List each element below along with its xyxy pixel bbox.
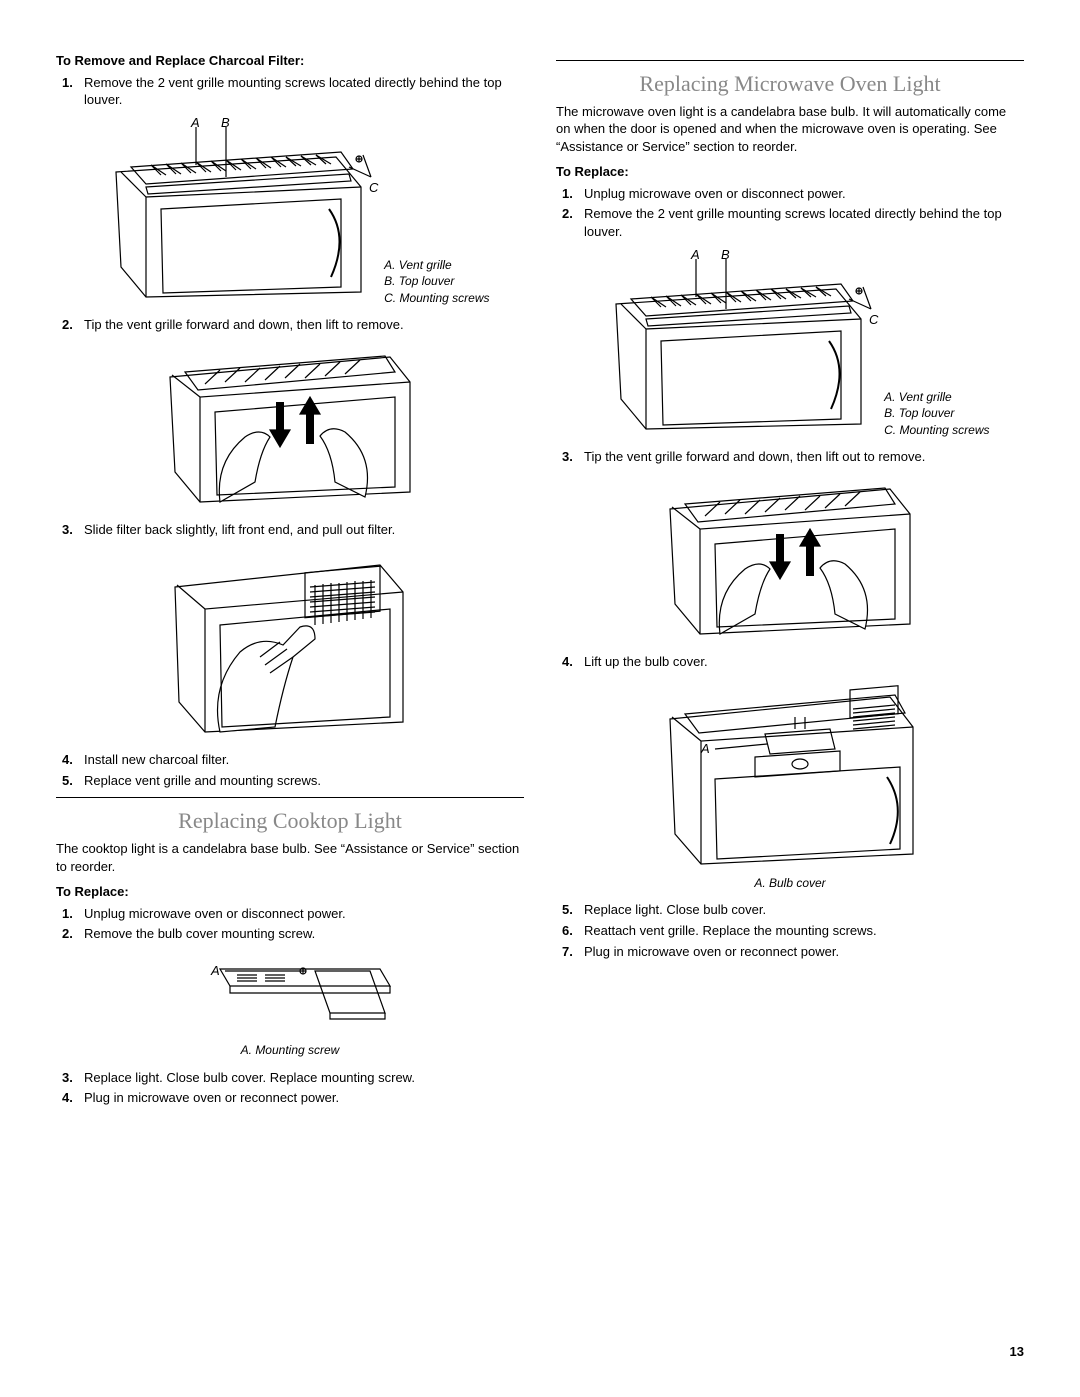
right-column: Replacing Microwave Oven Light The micro…: [556, 52, 1024, 1110]
fig1-labelB: B: [221, 117, 230, 130]
cooktop-step1: Unplug microwave oven or disconnect powe…: [56, 905, 524, 923]
oven-fig3-caption: A. Bulb cover: [556, 875, 1024, 891]
oven-fig1-labelB: B: [721, 249, 730, 262]
oven-title: Replacing Microwave Oven Light: [556, 69, 1024, 99]
filter-figure2: [56, 342, 524, 512]
oven-steps-5-7: Replace light. Close bulb cover. Reattac…: [556, 901, 1024, 960]
oven-step5: Replace light. Close bulb cover.: [556, 901, 1024, 919]
oven-step3: Tip the vent grille forward and down, th…: [556, 448, 1024, 466]
oven-steps-4: Lift up the bulb cover.: [556, 653, 1024, 671]
oven-fig1-capB: B. Top louver: [884, 405, 989, 421]
fig1-caption: A. Vent grille B. Top louver C. Mounting…: [384, 257, 489, 306]
oven-fig3-labelA: A: [700, 741, 710, 756]
filter-step2: Tip the vent grille forward and down, th…: [56, 316, 524, 334]
fig1-capC: C. Mounting screws: [384, 290, 489, 306]
cooktop-subhead: To Replace:: [56, 883, 524, 901]
oven-fig1-caption: A. Vent grille B. Top louver C. Mounting…: [884, 389, 989, 438]
oven-step4: Lift up the bulb cover.: [556, 653, 1024, 671]
filter-step3: Slide filter back slightly, lift front e…: [56, 521, 524, 539]
cooktop-labelA: A: [210, 963, 220, 978]
oven-step7: Plug in microwave oven or reconnect powe…: [556, 943, 1024, 961]
oven-figure2: [556, 474, 1024, 644]
oven-step2: Remove the 2 vent grille mounting screws…: [556, 205, 1024, 240]
cooktop-intro: The cooktop light is a candelabra base b…: [56, 840, 524, 875]
cooktop-figure: A A. Mounting screw: [56, 951, 524, 1059]
section-divider-1: [56, 797, 524, 798]
cooktop-step3: Replace light. Close bulb cover. Replace…: [56, 1069, 524, 1087]
filter-steps-1: Remove the 2 vent grille mounting screws…: [56, 74, 524, 109]
fig1-labelC: C: [369, 180, 379, 195]
filter-steps-4-5: Install new charcoal filter. Replace ven…: [56, 751, 524, 789]
section-divider-2: [556, 60, 1024, 61]
cooktop-step2: Remove the bulb cover mounting screw.: [56, 925, 524, 943]
oven-fig1-capA: A. Vent grille: [884, 389, 989, 405]
fig1-capB: B. Top louver: [384, 273, 489, 289]
oven-step6: Reattach vent grille. Replace the mounti…: [556, 922, 1024, 940]
cooktop-caption: A. Mounting screw: [56, 1042, 524, 1058]
filter-steps-2: Tip the vent grille forward and down, th…: [56, 316, 524, 334]
filter-steps-3: Slide filter back slightly, lift front e…: [56, 521, 524, 539]
oven-step1: Unplug microwave oven or disconnect powe…: [556, 185, 1024, 203]
oven-fig1-labelC: C: [869, 312, 879, 327]
filter-figure1: A B C A. Vent grille B. Top louver C. Mo…: [56, 117, 524, 307]
oven-fig1-labelA: A: [690, 249, 700, 262]
oven-fig1-capC: C. Mounting screws: [884, 422, 989, 438]
oven-intro: The microwave oven light is a candelabra…: [556, 103, 1024, 156]
oven-figure3: A A. Bulb cover: [556, 679, 1024, 892]
left-column: To Remove and Replace Charcoal Filter: R…: [56, 52, 524, 1110]
oven-steps-3: Tip the vent grille forward and down, th…: [556, 448, 1024, 466]
cooktop-title: Replacing Cooktop Light: [56, 806, 524, 836]
cooktop-step4: Plug in microwave oven or reconnect powe…: [56, 1089, 524, 1107]
filter-step5: Replace vent grille and mounting screws.: [56, 772, 524, 790]
oven-figure1: A B C A. Vent grille B. Top louver C. Mo…: [556, 249, 1024, 439]
cooktop-steps-1-2: Unplug microwave oven or disconnect powe…: [56, 905, 524, 943]
page-number: 13: [1010, 1343, 1024, 1361]
fig1-capA: A. Vent grille: [384, 257, 489, 273]
filter-figure3: [56, 547, 524, 742]
filter-step4: Install new charcoal filter.: [56, 751, 524, 769]
fig1-labelA: A: [190, 117, 200, 130]
oven-subhead: To Replace:: [556, 163, 1024, 181]
filter-step1: Remove the 2 vent grille mounting screws…: [56, 74, 524, 109]
filter-heading: To Remove and Replace Charcoal Filter:: [56, 52, 524, 70]
cooktop-steps-3-4: Replace light. Close bulb cover. Replace…: [56, 1069, 524, 1107]
two-column-layout: To Remove and Replace Charcoal Filter: R…: [56, 52, 1024, 1110]
oven-steps-1-2: Unplug microwave oven or disconnect powe…: [556, 185, 1024, 241]
